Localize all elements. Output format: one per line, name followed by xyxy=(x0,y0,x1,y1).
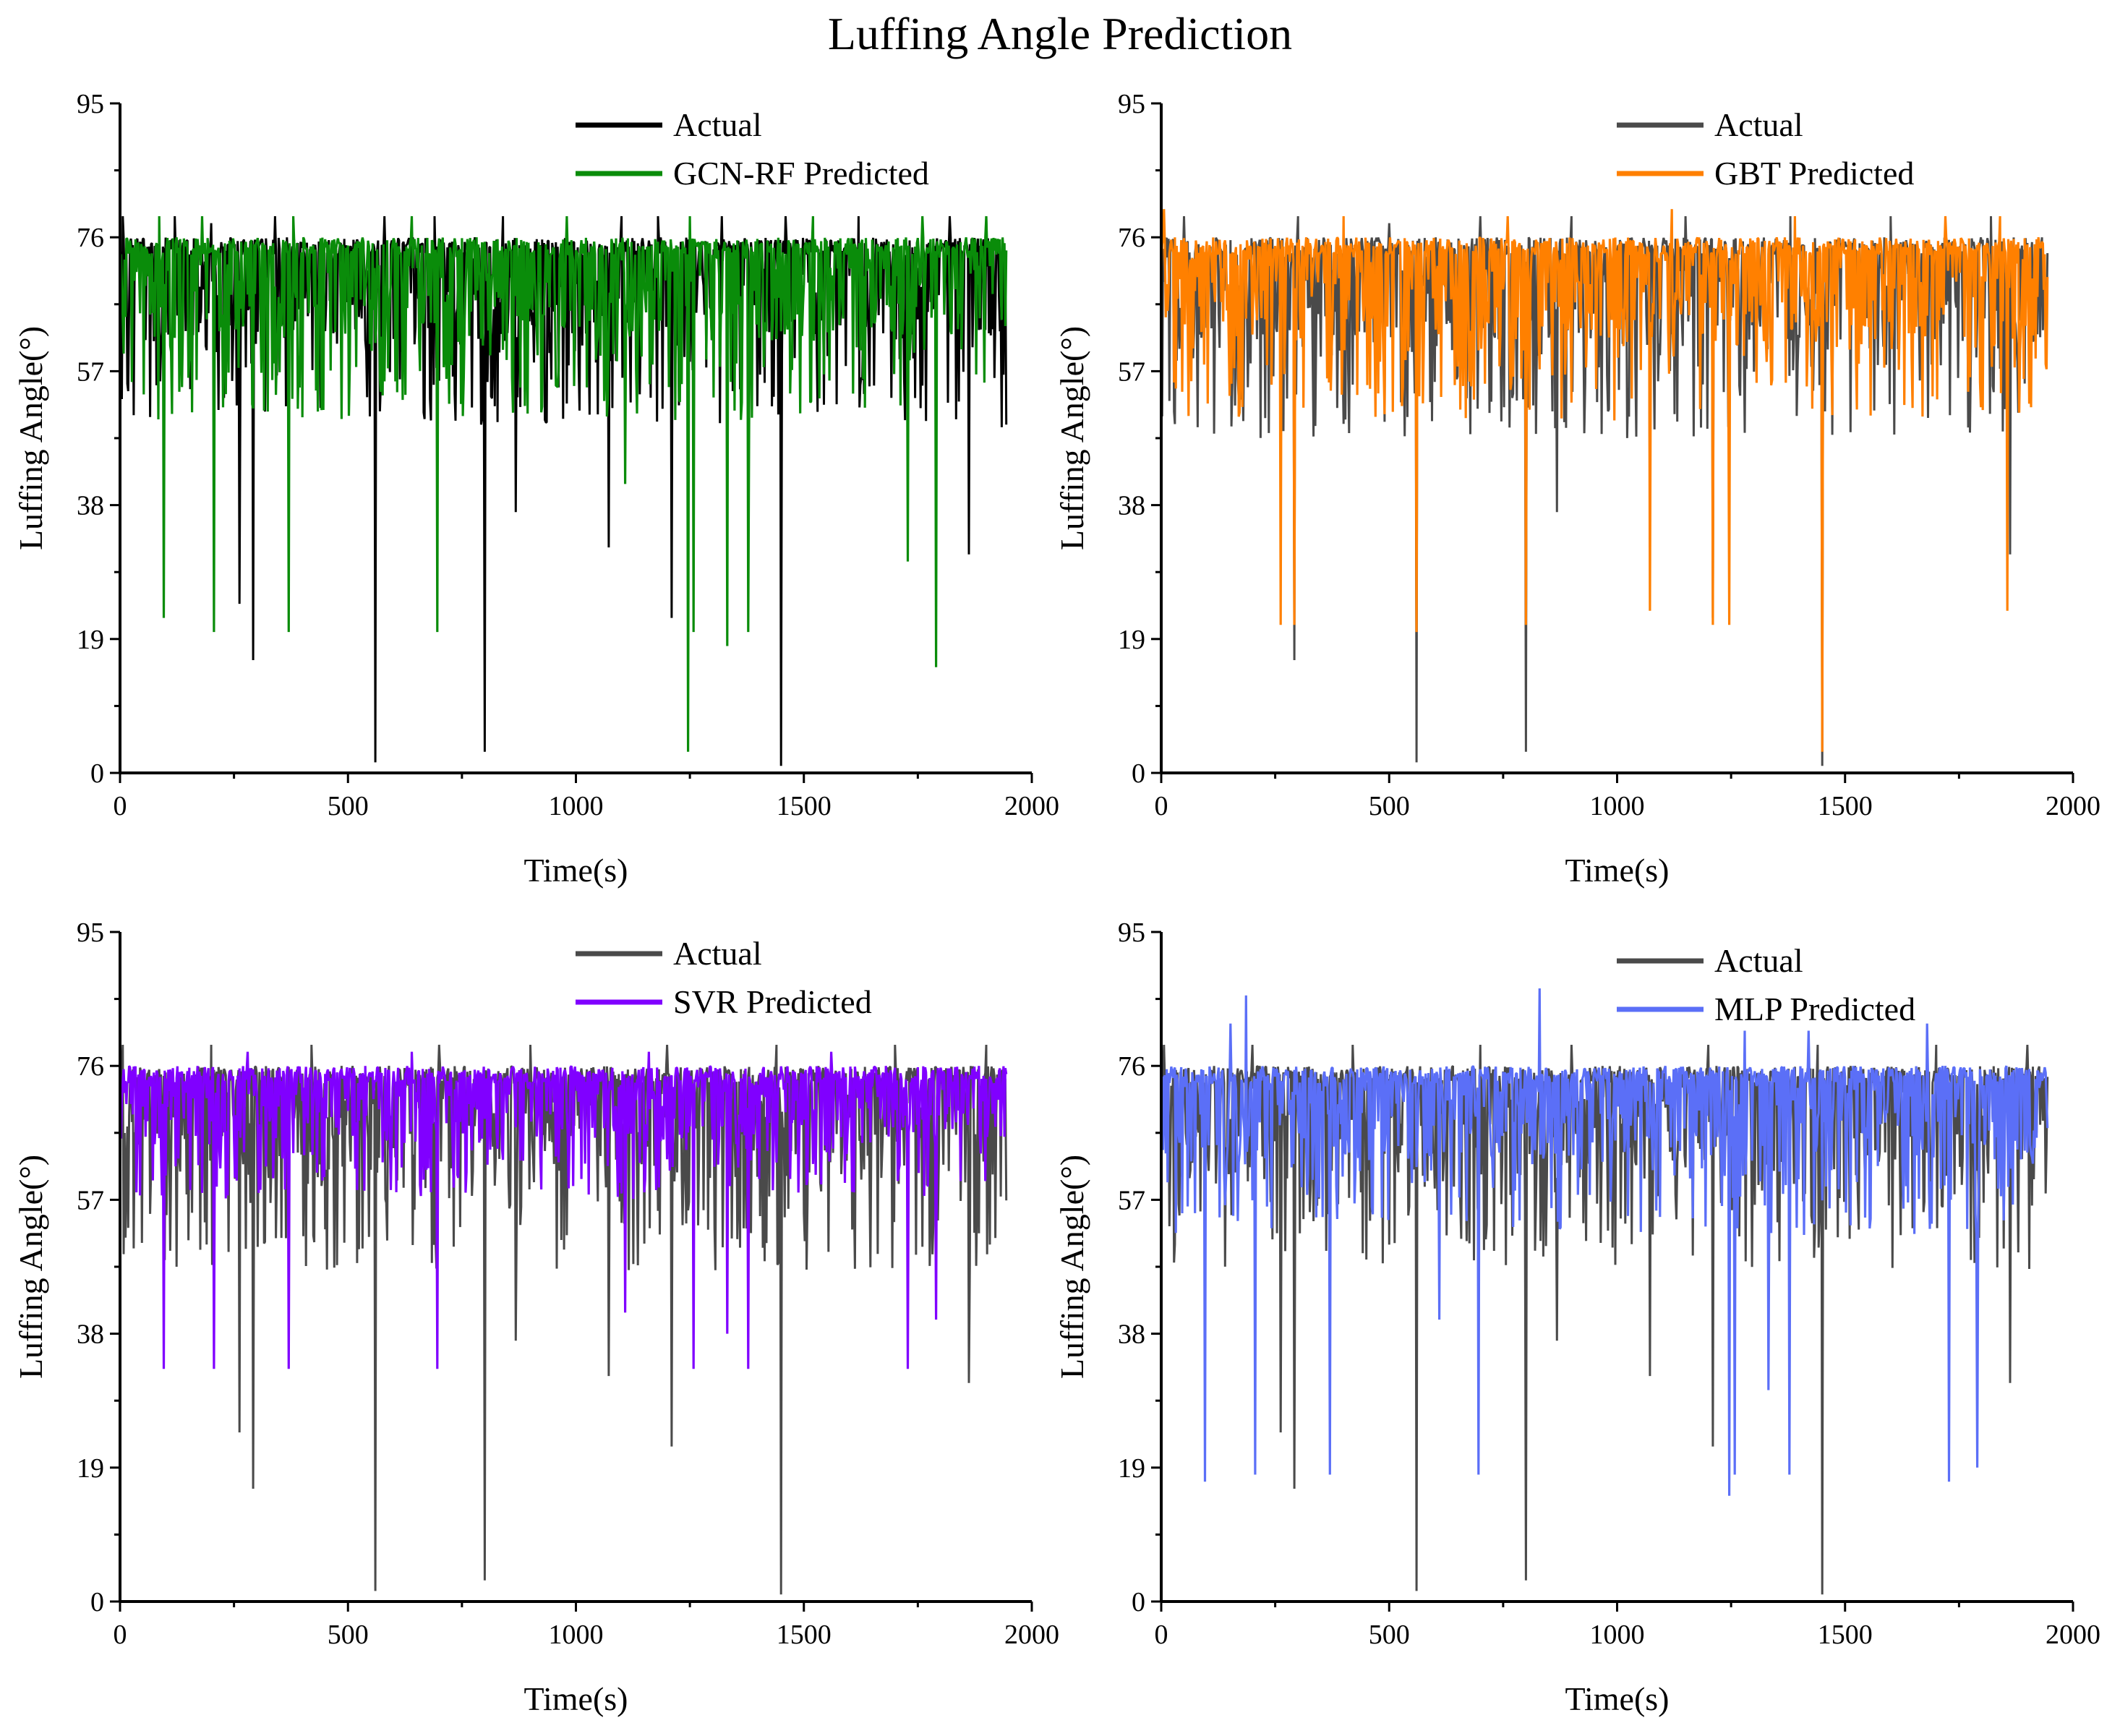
x-axis-label: Time(s) xyxy=(1565,1680,1670,1717)
x-tick-label: 2000 xyxy=(2046,1620,2100,1650)
y-tick-label: 57 xyxy=(77,356,104,387)
x-tick-label: 1000 xyxy=(549,791,604,821)
x-axis-label: Time(s) xyxy=(1565,852,1670,889)
y-tick-label: 19 xyxy=(1118,625,1145,655)
legend-label: GBT Predicted xyxy=(1714,155,1914,192)
y-tick-label: 76 xyxy=(77,223,104,253)
y-tick-label: 95 xyxy=(1118,89,1145,119)
x-axis-label: Time(s) xyxy=(524,1680,628,1717)
x-tick-label: 1500 xyxy=(1818,791,1873,821)
legend: Actual GCN-RF Predicted xyxy=(576,106,929,192)
y-tick-label: 38 xyxy=(1118,491,1145,521)
legend-label: Actual xyxy=(1714,106,1803,143)
x-tick-label: 2000 xyxy=(1004,791,1059,821)
legend-label: GCN-RF Predicted xyxy=(673,155,929,192)
x-tick-label: 1000 xyxy=(1590,1620,1645,1650)
legend: Actual MLP Predicted xyxy=(1617,942,1915,1027)
x-tick-label: 500 xyxy=(1369,791,1410,821)
y-tick-label: 0 xyxy=(1132,1587,1145,1617)
legend-label: Actual xyxy=(673,935,762,972)
y-tick-label: 95 xyxy=(1118,918,1145,948)
x-tick-label: 1500 xyxy=(777,1620,832,1650)
legend-label: Actual xyxy=(673,106,762,143)
y-tick-label: 38 xyxy=(77,491,104,521)
x-tick-label: 0 xyxy=(1155,1620,1168,1650)
panels: 0 500 1000 1500 2000 0 19 38 57 76 95 Time(s) Luffin… xyxy=(12,89,2100,1717)
series-group xyxy=(120,215,1008,766)
y-tick-label: 0 xyxy=(1132,758,1145,789)
legend-label: Actual xyxy=(1714,942,1803,979)
series-line-predicted xyxy=(120,1051,1008,1369)
y-tick-label: 0 xyxy=(90,1587,104,1617)
y-tick-label: 95 xyxy=(77,89,104,119)
x-tick-label: 0 xyxy=(1155,791,1168,821)
x-tick-label: 1000 xyxy=(549,1620,604,1650)
x-tick-label: 0 xyxy=(114,1620,127,1650)
chart-panel-3: 0 500 1000 1500 2000 0 19 38 57 76 95 Time(s) Luffin… xyxy=(12,918,1059,1717)
x-tick-label: 500 xyxy=(1369,1620,1410,1650)
y-axis-label: Luffing Angle(°) xyxy=(1053,326,1090,550)
y-tick-label: 38 xyxy=(1118,1320,1145,1350)
series-line-predicted xyxy=(1161,988,2049,1496)
x-tick-label: 500 xyxy=(328,1620,369,1650)
y-axis-label: Luffing Angle(°) xyxy=(12,326,49,550)
x-tick-label: 2000 xyxy=(1004,1620,1059,1650)
y-tick-label: 76 xyxy=(1118,223,1145,253)
y-tick-label: 57 xyxy=(1118,1185,1145,1215)
y-tick-label: 76 xyxy=(77,1051,104,1082)
chart-panel-4: 0 500 1000 1500 2000 0 19 38 57 76 95 Time(s) Luffin… xyxy=(1053,918,2100,1717)
series-group xyxy=(1161,988,2049,1595)
legend: Actual SVR Predicted xyxy=(576,935,872,1020)
x-tick-label: 0 xyxy=(114,791,127,821)
series-group xyxy=(120,1044,1008,1595)
legend-label: SVR Predicted xyxy=(673,983,872,1020)
series-line-predicted xyxy=(120,215,1008,752)
series-group xyxy=(1161,209,2049,766)
x-tick-label: 500 xyxy=(328,791,369,821)
legend: Actual GBT Predicted xyxy=(1617,106,1914,192)
y-axis-label: Luffing Angle(°) xyxy=(12,1155,49,1379)
y-tick-label: 0 xyxy=(90,758,104,789)
y-tick-label: 76 xyxy=(1118,1051,1145,1082)
series-line-predicted xyxy=(1161,209,2049,752)
x-axis-label: Time(s) xyxy=(524,852,628,889)
x-tick-label: 1000 xyxy=(1590,791,1645,821)
chart-panel-2: 0 500 1000 1500 2000 0 19 38 57 76 95 Time(s) Luffin… xyxy=(1053,89,2100,889)
y-tick-label: 57 xyxy=(1118,356,1145,387)
chart-panel-1: 0 500 1000 1500 2000 0 19 38 57 76 95 Time(s) Luffin… xyxy=(12,89,1059,889)
y-tick-label: 57 xyxy=(77,1185,104,1215)
figure-title: Luffing Angle Prediction xyxy=(828,8,1292,59)
y-tick-label: 19 xyxy=(77,1453,104,1484)
y-tick-label: 19 xyxy=(1118,1453,1145,1484)
y-tick-label: 19 xyxy=(77,625,104,655)
x-tick-label: 2000 xyxy=(2046,791,2100,821)
y-tick-label: 95 xyxy=(77,918,104,948)
y-tick-label: 38 xyxy=(77,1320,104,1350)
x-tick-label: 1500 xyxy=(1818,1620,1873,1650)
x-tick-label: 1500 xyxy=(777,791,832,821)
y-axis-label: Luffing Angle(°) xyxy=(1053,1155,1090,1379)
legend-label: MLP Predicted xyxy=(1714,991,1915,1027)
